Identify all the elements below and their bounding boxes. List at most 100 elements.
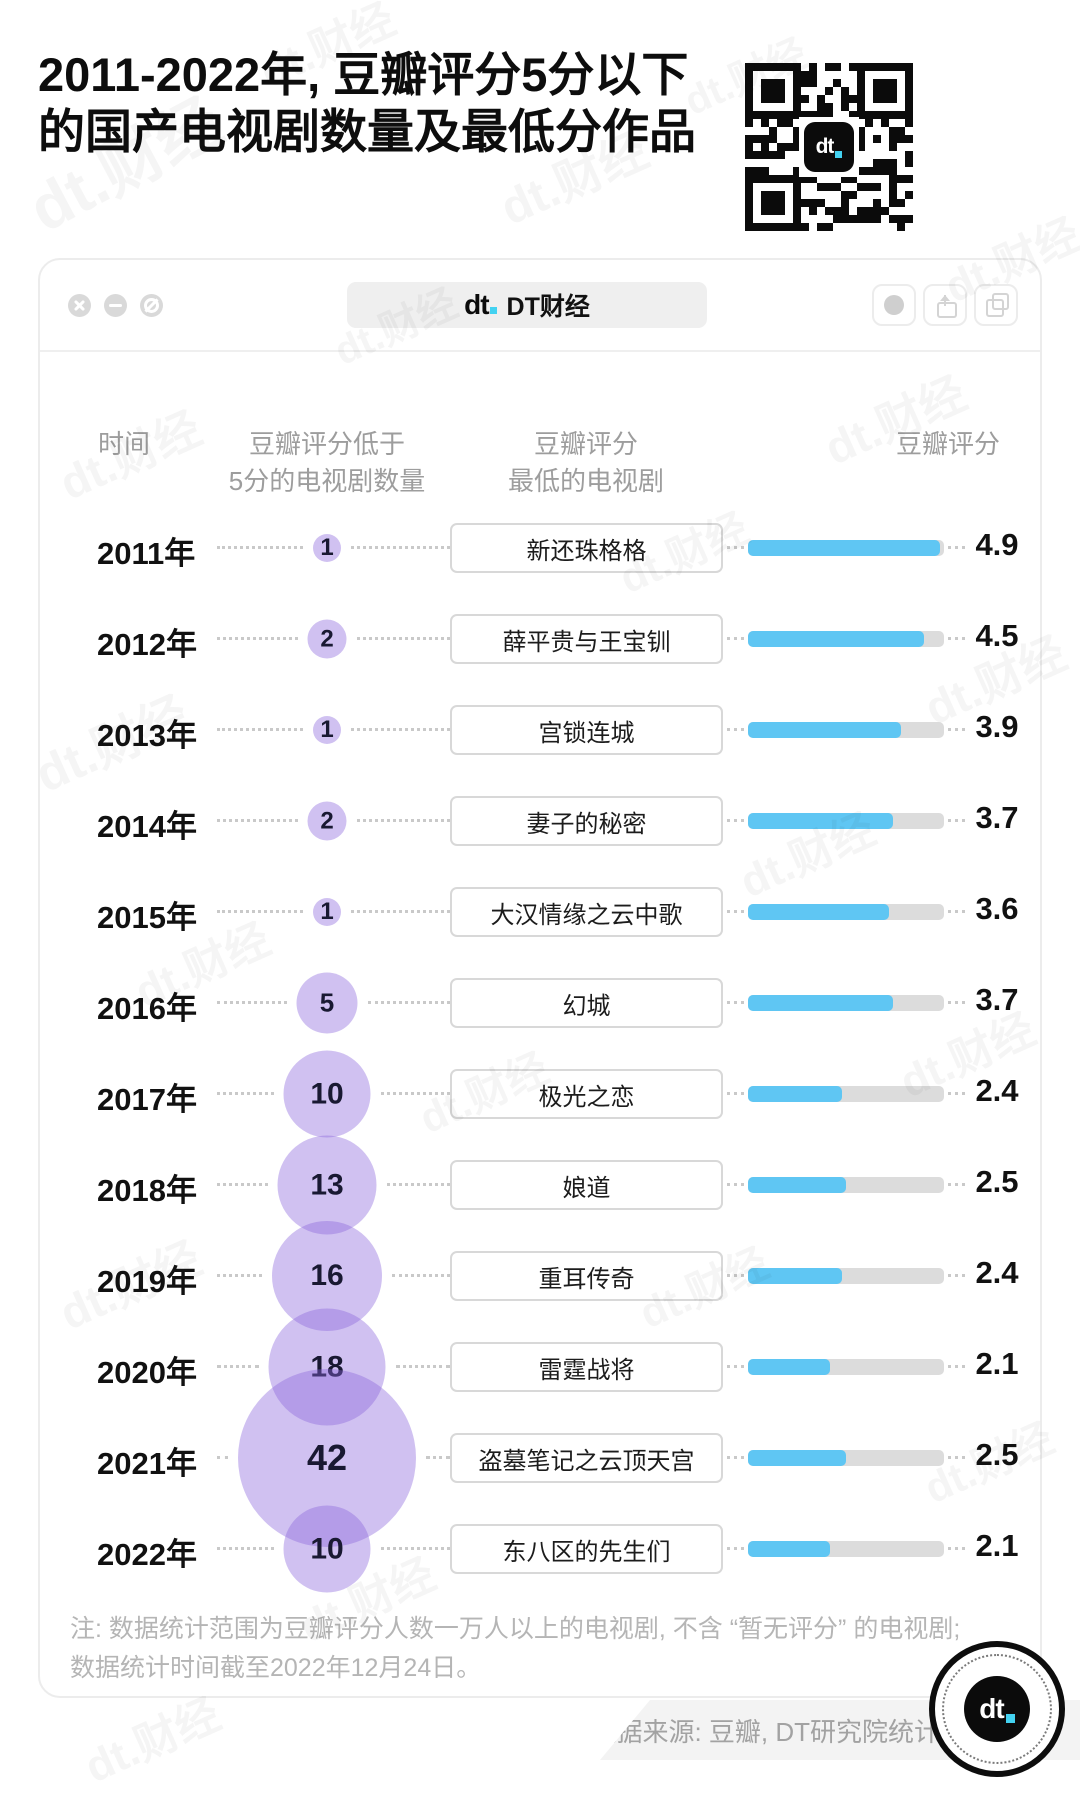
count-bubble: 13 xyxy=(277,1135,377,1235)
dotted-connector xyxy=(217,637,298,640)
count-value: 16 xyxy=(310,1259,344,1292)
footnote-line2: 数据统计时间截至2022年12月24日。 xyxy=(70,1654,482,1682)
count-value: 2 xyxy=(320,625,334,652)
drama-box: 新还珠格格 xyxy=(450,523,723,573)
brand-dot-icon xyxy=(835,150,843,158)
dotted-connector xyxy=(386,1183,450,1186)
dotted-connector xyxy=(217,1001,287,1004)
share-icon xyxy=(937,295,957,318)
count-value: 42 xyxy=(306,1437,348,1478)
count-bubble: 10 xyxy=(283,1050,371,1138)
score-value: 3.7 xyxy=(975,982,1019,1017)
drama-box: 薛平贵与王宝钏 xyxy=(450,614,723,664)
dotted-connector xyxy=(392,1274,450,1277)
dotted-connector xyxy=(727,1274,744,1277)
score-bar-fill xyxy=(748,813,894,829)
page-title-line1: 2011-2022年, 豆瓣评分5分以下 xyxy=(38,48,689,101)
count-bubble: 1 xyxy=(313,898,341,926)
dotted-connector xyxy=(948,546,965,549)
data-source: 数据来源: 豆瓣, DT研究院统计 xyxy=(590,1716,940,1747)
count-bubble: 42 xyxy=(238,1369,416,1547)
dotted-connector xyxy=(380,1547,450,1550)
score-bar-track xyxy=(748,813,944,829)
dotted-connector xyxy=(217,728,303,731)
dotted-connector xyxy=(727,546,744,549)
dotted-connector xyxy=(727,1001,744,1004)
dotted-connector xyxy=(217,1092,274,1095)
dotted-connector xyxy=(217,1274,262,1277)
footnote-line1: 注: 数据统计范围为豆瓣评分人数一万人以上的电视剧, 不含 “暂无评分” 的电视… xyxy=(70,1615,961,1643)
header-score: 豆瓣评分 xyxy=(895,429,1000,459)
row-year: 2018年 xyxy=(97,1173,197,1208)
brand-logo: dt xyxy=(979,1693,1004,1724)
page-title-line2: 的国产电视剧数量及最低分作品 xyxy=(38,105,696,159)
brand-dot-icon xyxy=(1005,1713,1015,1723)
drama-box: 娘道 xyxy=(450,1160,723,1210)
drama-box: 妻子的秘密 xyxy=(450,796,723,846)
score-bar-track xyxy=(748,904,944,920)
row-year: 2022年 xyxy=(97,1537,197,1572)
drama-title: 大汉情缘之云中歌 xyxy=(490,901,683,929)
dotted-connector xyxy=(948,1365,965,1368)
count-value: 1 xyxy=(320,716,334,743)
drama-title: 妻子的秘密 xyxy=(526,810,647,838)
window-actions xyxy=(872,284,1018,326)
brand-dot-icon xyxy=(489,307,497,314)
score-bar-fill xyxy=(748,631,925,647)
score-bar-track xyxy=(748,1359,944,1375)
score-bar-track xyxy=(748,540,944,556)
brand-logo: dt xyxy=(815,135,835,158)
score-value: 3.7 xyxy=(975,800,1019,835)
score-bar-fill xyxy=(748,1177,846,1193)
drama-box: 极光之恋 xyxy=(450,1069,723,1119)
dotted-connector xyxy=(217,1456,228,1459)
page-title: 2011-2022年, 豆瓣评分5分以下 的国产电视剧数量及最低分作品 xyxy=(38,46,696,161)
score-bar-track xyxy=(748,722,944,738)
count-bubble: 2 xyxy=(307,801,347,841)
copy-icon xyxy=(986,293,1009,317)
score-bar-track xyxy=(748,1086,944,1102)
dotted-connector xyxy=(948,637,965,640)
row-year: 2012年 xyxy=(97,627,197,662)
drama-box: 东八区的先生们 xyxy=(450,1524,723,1574)
row-year: 2017年 xyxy=(97,1082,197,1117)
header-time: 时间 xyxy=(98,429,151,459)
drama-title: 新还珠格格 xyxy=(526,537,647,565)
score-value: 3.6 xyxy=(975,891,1019,926)
row-year: 2021年 xyxy=(97,1446,197,1481)
count-value: 10 xyxy=(310,1532,344,1565)
copy-button[interactable] xyxy=(974,284,1018,326)
qr-finder-icon xyxy=(745,63,801,119)
score-value: 2.1 xyxy=(975,1346,1019,1381)
dotted-connector xyxy=(948,728,965,731)
block-icon[interactable] xyxy=(140,294,163,317)
score-bar-fill xyxy=(748,1086,843,1102)
drama-box: 宫锁连城 xyxy=(450,705,723,755)
address-tab[interactable]: dt DT财经 xyxy=(347,282,707,328)
minimize-icon[interactable] xyxy=(104,294,127,317)
close-icon[interactable] xyxy=(68,294,91,317)
dotted-connector xyxy=(948,1456,965,1459)
tab-title: DT财经 xyxy=(506,293,590,321)
count-bubble: 10 xyxy=(283,1505,371,1593)
score-bar-fill xyxy=(748,1268,843,1284)
score-value: 2.5 xyxy=(975,1437,1019,1472)
row-year: 2020年 xyxy=(97,1355,197,1390)
dotted-connector xyxy=(948,1547,965,1550)
window-controls xyxy=(68,294,163,317)
footnote: 注: 数据统计范围为豆瓣评分人数一万人以上的电视剧, 不含 “暂无评分” 的电视… xyxy=(70,1610,960,1688)
count-value: 13 xyxy=(310,1168,344,1201)
score-bar-fill xyxy=(748,1450,846,1466)
score-value: 3.9 xyxy=(975,709,1019,744)
qr-finder-icon xyxy=(857,63,913,119)
score-value: 4.5 xyxy=(975,618,1019,653)
share-button[interactable] xyxy=(923,284,967,326)
record-button[interactable] xyxy=(872,284,916,326)
drama-box: 雷霆战将 xyxy=(450,1342,723,1392)
dotted-connector xyxy=(217,546,303,549)
drama-title: 幻城 xyxy=(562,992,611,1020)
header-count: 豆瓣评分低于 5分的电视剧数量 xyxy=(228,429,426,496)
dotted-connector xyxy=(426,1456,450,1459)
count-bubble: 2 xyxy=(307,619,347,659)
row-year: 2019年 xyxy=(97,1264,197,1299)
